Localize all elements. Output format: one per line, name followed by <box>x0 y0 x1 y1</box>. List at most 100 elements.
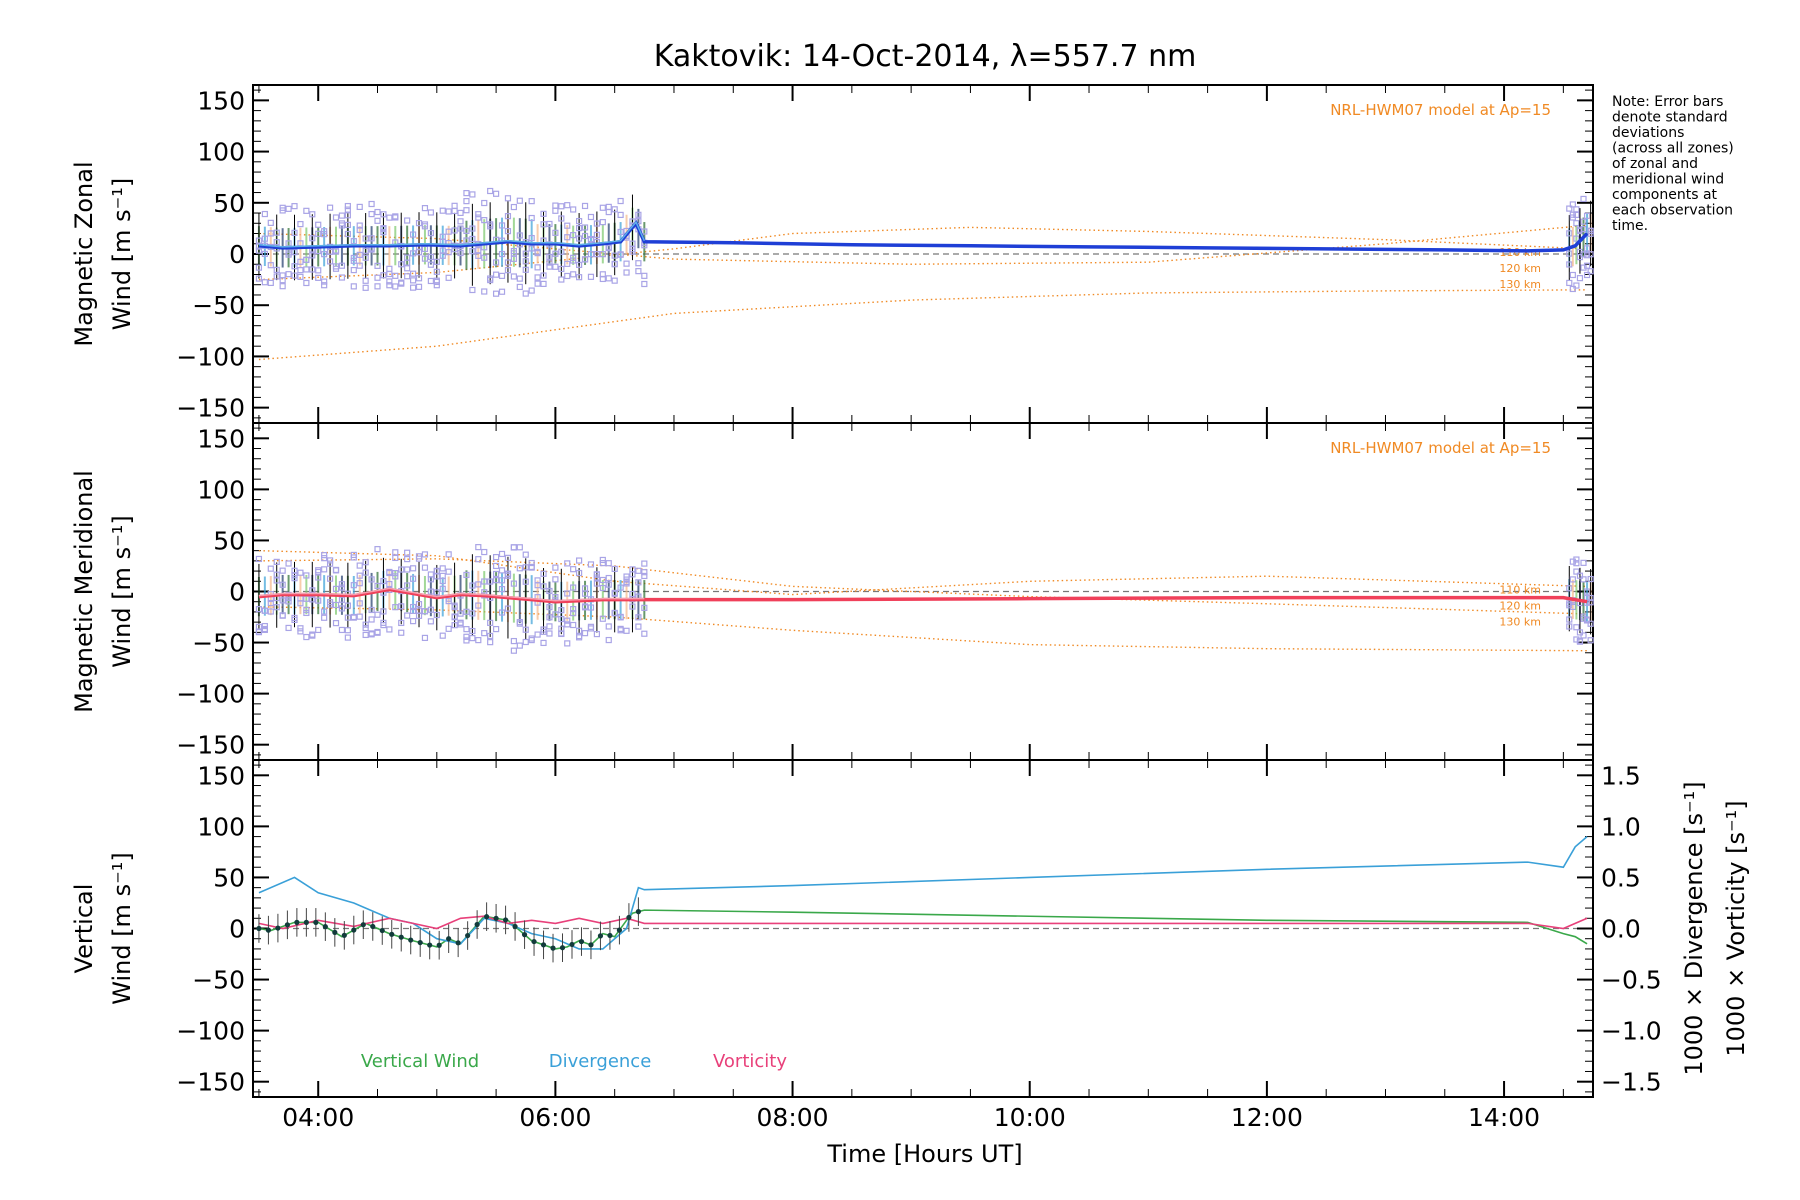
vertical-wind-point <box>275 925 281 931</box>
vertical-wind-point <box>540 942 547 948</box>
zone-point <box>392 549 399 556</box>
zone-point <box>469 286 476 294</box>
zone-point <box>451 202 458 209</box>
zone-point <box>516 197 523 204</box>
vertical-wind-point <box>322 924 328 930</box>
zone-point <box>1566 623 1573 630</box>
zone-point <box>297 569 304 576</box>
zone-point <box>599 271 606 278</box>
y-axis-label-units: Wind [m s⁻¹] <box>108 515 136 667</box>
zone-point <box>255 606 263 613</box>
zone-point <box>338 584 346 591</box>
vertical-wind-point <box>455 940 461 946</box>
zone-point <box>380 608 387 615</box>
y-axis-label: Vertical <box>70 884 98 974</box>
zone-point <box>404 555 411 563</box>
vertical-wind-point <box>616 927 623 933</box>
zone-point <box>404 273 411 280</box>
zone-point <box>409 575 417 582</box>
zone-point <box>510 273 517 280</box>
x-tick-label: 10:00 <box>994 1103 1066 1132</box>
zone-point <box>398 603 405 610</box>
zone-point <box>439 632 446 639</box>
y-axis-label-units: Wind [m s⁻¹] <box>108 852 136 1004</box>
right-y-axis-label-vorticity: 1000 × Vorticity [s⁻¹] <box>1722 800 1750 1056</box>
zone-point <box>439 585 446 592</box>
note-line: (across all zones) <box>1612 141 1734 157</box>
zone-point <box>338 212 346 219</box>
zone-point <box>409 277 417 284</box>
zone-point <box>439 577 446 585</box>
right-y-tick-label: 0.5 <box>1601 863 1641 892</box>
zone-point <box>593 571 600 578</box>
zone-point <box>321 566 328 573</box>
zone-point <box>522 266 529 273</box>
zone-point <box>635 623 642 630</box>
zone-point <box>481 288 488 295</box>
note-line: denote standard <box>1612 110 1728 126</box>
vertical-wind-point <box>531 938 537 945</box>
zone-point <box>267 599 274 607</box>
zone-point <box>297 267 304 274</box>
zone-point <box>475 556 482 563</box>
zone-point <box>415 220 423 227</box>
zone-point <box>255 264 263 271</box>
zone-point <box>368 576 375 583</box>
zone-point <box>386 265 393 272</box>
zone-point <box>392 272 399 279</box>
zone-point <box>1576 275 1584 282</box>
zone-point <box>427 588 434 595</box>
vertical-wind-point <box>398 934 404 940</box>
zone-point <box>522 258 529 265</box>
zone-point <box>611 610 618 617</box>
zone-point <box>599 584 606 592</box>
zone-point <box>451 622 458 629</box>
zone-point <box>635 268 642 275</box>
zone-point <box>1573 624 1580 631</box>
zone-point <box>457 610 464 617</box>
y-tick-label: 150 <box>197 761 245 790</box>
zone-point <box>321 251 328 258</box>
zone-point <box>528 245 535 252</box>
zone-point <box>593 220 600 227</box>
y-tick-label: 0 <box>229 578 245 607</box>
zone-point <box>356 262 363 269</box>
zone-point <box>463 626 470 633</box>
zone-point <box>273 571 280 578</box>
zone-point <box>487 639 494 646</box>
zone-point <box>398 566 405 573</box>
zone-point <box>475 247 482 254</box>
zone-point <box>255 555 263 563</box>
zone-point <box>534 250 541 257</box>
y-tick-label: 50 <box>213 526 245 555</box>
model-curve <box>258 606 1588 652</box>
zone-point <box>617 197 624 205</box>
zone-point <box>261 607 268 614</box>
zone-point <box>433 611 440 619</box>
series-line-overlay <box>258 587 645 602</box>
chart-panels: 150 100 50 0 −50 −100 −150 Magnetic Zonal Wind [… <box>70 84 1750 1098</box>
zone-point <box>356 613 363 620</box>
panel-meridional: 150 100 50 0 −50 −100 −150 Magnetic Meridional W… <box>70 422 1594 761</box>
zone-point <box>344 212 351 219</box>
zone-point <box>593 231 600 238</box>
zone-point <box>309 211 316 218</box>
zone-point <box>291 272 298 279</box>
vertical-wind-point <box>521 932 528 938</box>
zone-point <box>1587 228 1594 235</box>
zone-point <box>332 601 340 609</box>
zone-point <box>1573 556 1580 563</box>
zone-point <box>498 550 506 558</box>
zone-point <box>510 637 517 645</box>
zone-point <box>321 278 328 285</box>
zone-point <box>516 565 523 572</box>
zone-point <box>635 614 642 621</box>
zone-point <box>1576 637 1584 644</box>
zone-point <box>409 270 417 277</box>
zone-point <box>398 619 405 627</box>
vertical-wind-point <box>446 936 452 942</box>
zone-point <box>570 606 577 613</box>
zone-point <box>498 586 506 593</box>
zone-point <box>570 271 577 278</box>
zone-point <box>315 221 322 228</box>
